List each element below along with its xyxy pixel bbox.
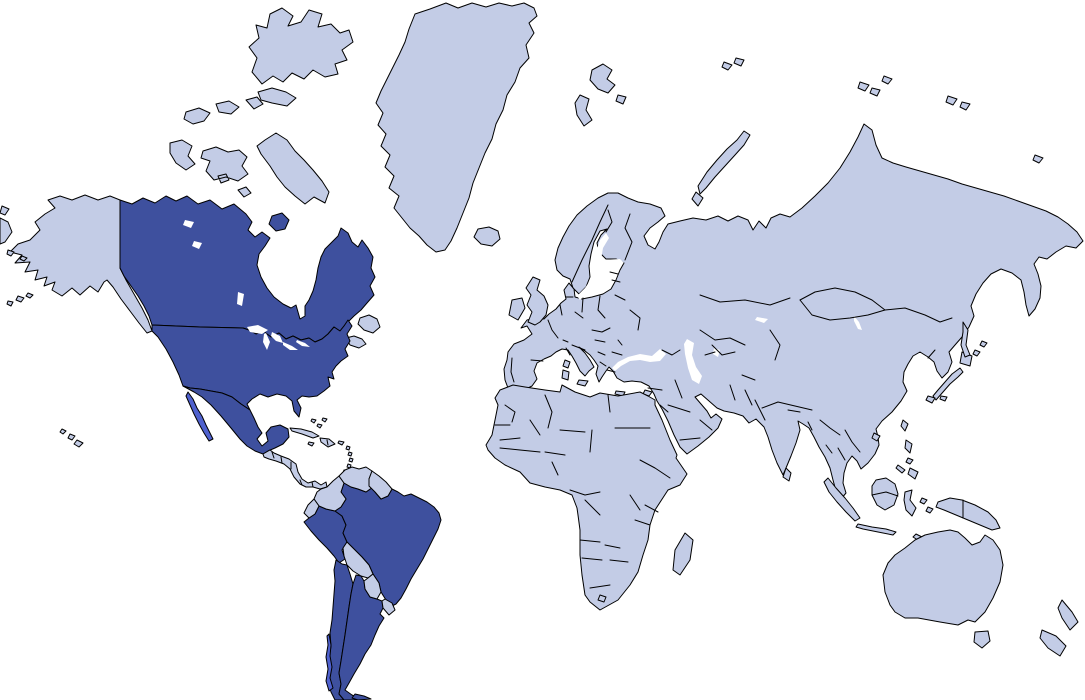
new-guinea[interactable] [935,497,1001,531]
country-taiwan[interactable] [900,419,909,432]
country-greenland[interactable] [375,2,538,253]
aleutian-islands [6,249,34,307]
country-iceland[interactable] [473,226,501,247]
chile-fjords [325,633,334,692]
novaya-zemlya [691,130,751,207]
country-britain[interactable] [525,276,549,326]
caspian-sea [684,339,702,384]
country-indonesia[interactable] [823,477,934,543]
nova-scotia [345,335,367,349]
country-newfoundland [357,314,381,334]
country-madagascar[interactable] [672,532,694,576]
country-borders [271,204,964,603]
baltic-sea [577,233,624,300]
baja-california [185,391,214,442]
country-philippines[interactable] [895,439,919,480]
canadian-arctic-islands[interactable] [169,7,354,205]
country-new-zealand[interactable] [1039,599,1079,657]
region-caribbean-islands[interactable] [289,417,354,476]
light-overlay-countries [262,417,396,616]
country-sri-lanka[interactable] [782,467,792,482]
southampton-island [268,212,290,232]
inland-water [183,220,862,384]
region-guianas[interactable] [368,470,393,500]
country-australia[interactable] [882,529,1004,626]
country-paraguay[interactable] [363,573,382,600]
country-uruguay[interactable] [381,598,396,616]
country-mexico[interactable] [182,385,290,455]
accent-regions [185,391,334,692]
country-japan[interactable] [925,351,973,404]
sakhalin-island [960,321,988,358]
country-ireland[interactable] [508,297,526,321]
lake-baikal [854,316,862,330]
black-sea [612,349,666,371]
country-bolivia[interactable] [342,541,374,579]
country-africa[interactable] [485,384,688,611]
hainan-island [871,432,881,442]
country-argentina[interactable] [338,574,385,700]
tasmania [973,630,991,649]
great-lakes [247,325,310,350]
country-alaska[interactable] [9,194,153,334]
country-ecuador[interactable] [303,498,320,519]
mediterranean-islands [561,359,653,397]
region-central-america[interactable] [262,449,328,490]
canadian-lakes [183,220,244,306]
country-hawaii[interactable] [59,428,84,448]
aral-sea [713,348,720,357]
landmasses [0,2,1084,657]
svalbard-islands [574,63,627,127]
country-chukotka-sliver[interactable] [0,205,13,245]
arctic-russia-islands [721,57,1044,164]
lake-balkhash [755,317,768,323]
